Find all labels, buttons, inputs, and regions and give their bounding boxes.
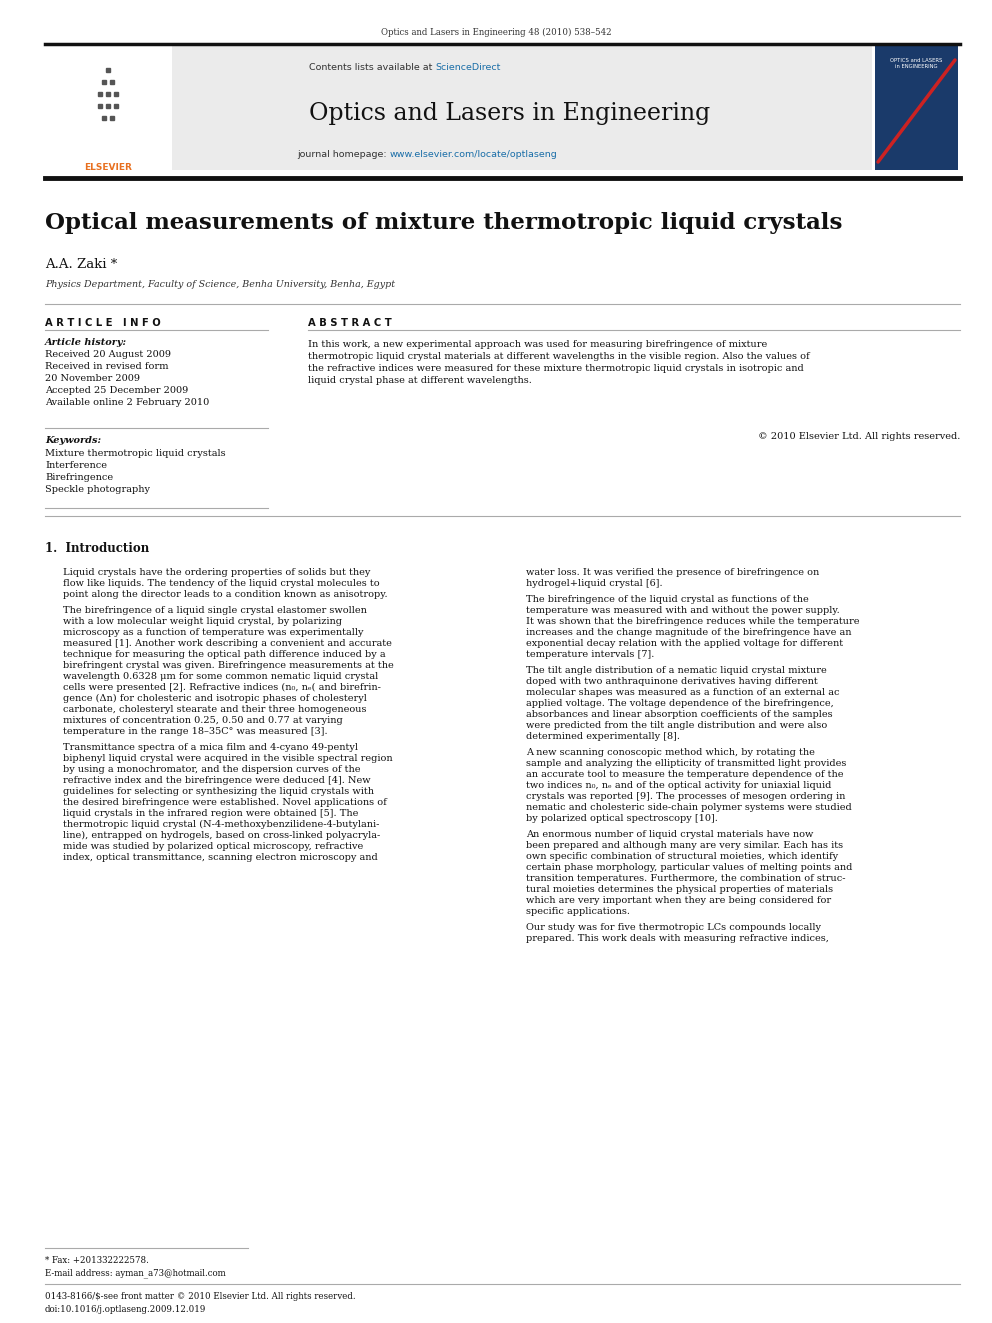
Text: doi:10.1016/j.optlaseng.2009.12.019: doi:10.1016/j.optlaseng.2009.12.019 <box>45 1304 206 1314</box>
Text: certain phase morphology, particular values of melting points and: certain phase morphology, particular val… <box>526 863 852 872</box>
Text: index, optical transmittance, scanning electron microscopy and: index, optical transmittance, scanning e… <box>63 853 378 863</box>
Text: Received in revised form: Received in revised form <box>45 363 169 370</box>
Text: temperature was measured with and without the power supply.: temperature was measured with and withou… <box>526 606 840 615</box>
Text: 20 November 2009: 20 November 2009 <box>45 374 140 382</box>
Text: www.elsevier.com/locate/optlaseng: www.elsevier.com/locate/optlaseng <box>390 149 558 159</box>
Text: exponential decay relation with the applied voltage for different: exponential decay relation with the appl… <box>526 639 843 648</box>
Text: Received 20 August 2009: Received 20 August 2009 <box>45 351 171 359</box>
Bar <box>875 45 958 169</box>
Text: the refractive indices were measured for these mixture thermotropic liquid cryst: the refractive indices were measured for… <box>308 364 804 373</box>
Text: It was shown that the birefringence reduces while the temperature: It was shown that the birefringence redu… <box>526 617 859 626</box>
Text: Interference: Interference <box>45 460 107 470</box>
Text: ELSEVIER: ELSEVIER <box>84 163 132 172</box>
Text: Birefringence: Birefringence <box>45 474 113 482</box>
Text: liquid crystal phase at different wavelengths.: liquid crystal phase at different wavele… <box>308 376 532 385</box>
Text: flow like liquids. The tendency of the liquid crystal molecules to: flow like liquids. The tendency of the l… <box>63 579 380 587</box>
Text: An enormous number of liquid crystal materials have now: An enormous number of liquid crystal mat… <box>526 830 813 839</box>
Text: nematic and cholesteric side-chain polymer systems were studied: nematic and cholesteric side-chain polym… <box>526 803 852 812</box>
Text: technique for measuring the optical path difference induced by a: technique for measuring the optical path… <box>63 650 386 659</box>
Text: The birefringence of the liquid crystal as functions of the: The birefringence of the liquid crystal … <box>526 595 808 605</box>
Text: doped with two anthraquinone derivatives having different: doped with two anthraquinone derivatives… <box>526 677 817 687</box>
Text: line), entrapped on hydrogels, based on cross-linked polyacryla-: line), entrapped on hydrogels, based on … <box>63 831 380 840</box>
Text: Speckle photography: Speckle photography <box>45 486 150 493</box>
Text: carbonate, cholesteryl stearate and their three homogeneous: carbonate, cholesteryl stearate and thei… <box>63 705 366 714</box>
Text: Our study was for five thermotropic LCs compounds locally: Our study was for five thermotropic LCs … <box>526 923 821 931</box>
Text: by polarized optical spectroscopy [10].: by polarized optical spectroscopy [10]. <box>526 814 718 823</box>
Text: Accepted 25 December 2009: Accepted 25 December 2009 <box>45 386 188 396</box>
Text: applied voltage. The voltage dependence of the birefringence,: applied voltage. The voltage dependence … <box>526 699 833 708</box>
Text: temperature in the range 18–35C° was measured [3].: temperature in the range 18–35C° was mea… <box>63 728 327 736</box>
Text: determined experimentally [8].: determined experimentally [8]. <box>526 732 680 741</box>
Text: journal homepage:: journal homepage: <box>298 149 390 159</box>
Text: were predicted from the tilt angle distribution and were also: were predicted from the tilt angle distr… <box>526 721 827 730</box>
Text: measured [1]. Another work describing a convenient and accurate: measured [1]. Another work describing a … <box>63 639 392 648</box>
Text: OPTICS and LASERS
in ENGINEERING: OPTICS and LASERS in ENGINEERING <box>890 58 942 69</box>
Text: the desired birefringence were established. Novel applications of: the desired birefringence were establish… <box>63 798 387 807</box>
Text: Transmittance spectra of a mica film and 4-cyano 49-pentyl: Transmittance spectra of a mica film and… <box>63 744 358 751</box>
Text: 1.  Introduction: 1. Introduction <box>45 542 149 556</box>
Text: thermotropic liquid crystal (N-4-methoxybenzilidene-4-butylani-: thermotropic liquid crystal (N-4-methoxy… <box>63 820 379 830</box>
Text: Physics Department, Faculty of Science, Benha University, Benha, Egypt: Physics Department, Faculty of Science, … <box>45 280 395 288</box>
Text: The birefringence of a liquid single crystal elastomer swollen: The birefringence of a liquid single cry… <box>63 606 367 615</box>
Text: birefringent crystal was given. Birefringence measurements at the: birefringent crystal was given. Birefrin… <box>63 662 394 669</box>
Text: by using a monochromator, and the dispersion curves of the: by using a monochromator, and the disper… <box>63 765 360 774</box>
Text: Contents lists available at: Contents lists available at <box>309 64 435 71</box>
Text: gence (Δn) for cholesteric and isotropic phases of cholesteryl: gence (Δn) for cholesteric and isotropic… <box>63 695 367 703</box>
Text: Mixture thermotropic liquid crystals: Mixture thermotropic liquid crystals <box>45 448 225 458</box>
Text: Available online 2 February 2010: Available online 2 February 2010 <box>45 398 209 407</box>
Text: mixtures of concentration 0.25, 0.50 and 0.77 at varying: mixtures of concentration 0.25, 0.50 and… <box>63 716 343 725</box>
Text: wavelength 0.6328 μm for some common nematic liquid crystal: wavelength 0.6328 μm for some common nem… <box>63 672 378 681</box>
Text: crystals was reported [9]. The processes of mesogen ordering in: crystals was reported [9]. The processes… <box>526 792 845 800</box>
Text: ScienceDirect: ScienceDirect <box>435 64 500 71</box>
Bar <box>44 45 172 169</box>
Text: water loss. It was verified the presence of birefringence on: water loss. It was verified the presence… <box>526 568 819 577</box>
Text: temperature intervals [7].: temperature intervals [7]. <box>526 650 655 659</box>
Text: with a low molecular weight liquid crystal, by polarizing: with a low molecular weight liquid cryst… <box>63 617 342 626</box>
Text: Keywords:: Keywords: <box>45 437 101 445</box>
Text: The tilt angle distribution of a nematic liquid crystal mixture: The tilt angle distribution of a nematic… <box>526 665 826 675</box>
Text: guidelines for selecting or synthesizing the liquid crystals with: guidelines for selecting or synthesizing… <box>63 787 374 796</box>
Text: A new scanning conoscopic method which, by rotating the: A new scanning conoscopic method which, … <box>526 747 814 757</box>
Text: refractive index and the birefringence were deduced [4]. New: refractive index and the birefringence w… <box>63 777 371 785</box>
Text: two indices n₀, nₑ and of the optical activity for uniaxial liquid: two indices n₀, nₑ and of the optical ac… <box>526 781 831 790</box>
Bar <box>172 45 872 169</box>
Text: thermotropic liquid crystal materials at different wavelengths in the visible re: thermotropic liquid crystal materials at… <box>308 352 809 361</box>
Text: Optics and Lasers in Engineering 48 (2010) 538–542: Optics and Lasers in Engineering 48 (201… <box>381 28 611 37</box>
Text: hydrogel+liquid crystal [6].: hydrogel+liquid crystal [6]. <box>526 579 663 587</box>
Text: transition temperatures. Furthermore, the combination of struc-: transition temperatures. Furthermore, th… <box>526 875 845 882</box>
Text: A R T I C L E   I N F O: A R T I C L E I N F O <box>45 318 161 328</box>
Text: been prepared and although many are very similar. Each has its: been prepared and although many are very… <box>526 841 843 849</box>
Text: an accurate tool to measure the temperature dependence of the: an accurate tool to measure the temperat… <box>526 770 843 779</box>
Text: microscopy as a function of temperature was experimentally: microscopy as a function of temperature … <box>63 628 363 636</box>
Text: liquid crystals in the infrared region were obtained [5]. The: liquid crystals in the infrared region w… <box>63 808 358 818</box>
Text: A B S T R A C T: A B S T R A C T <box>308 318 392 328</box>
Text: Optics and Lasers in Engineering: Optics and Lasers in Engineering <box>310 102 710 124</box>
Text: A.A. Zaki *: A.A. Zaki * <box>45 258 117 271</box>
Text: specific applications.: specific applications. <box>526 908 630 916</box>
Text: In this work, a new experimental approach was used for measuring birefringence o: In this work, a new experimental approac… <box>308 340 767 349</box>
Text: Article history:: Article history: <box>45 337 127 347</box>
Text: E-mail address: ayman_a73@hotmail.com: E-mail address: ayman_a73@hotmail.com <box>45 1267 226 1278</box>
Text: own specific combination of structural moieties, which identify: own specific combination of structural m… <box>526 852 838 861</box>
Text: molecular shapes was measured as a function of an external ac: molecular shapes was measured as a funct… <box>526 688 839 697</box>
Text: © 2010 Elsevier Ltd. All rights reserved.: © 2010 Elsevier Ltd. All rights reserved… <box>758 433 960 441</box>
Text: which are very important when they are being considered for: which are very important when they are b… <box>526 896 831 905</box>
Text: mide was studied by polarized optical microscopy, refractive: mide was studied by polarized optical mi… <box>63 841 363 851</box>
Text: Optical measurements of mixture thermotropic liquid crystals: Optical measurements of mixture thermotr… <box>45 212 842 234</box>
Text: 0143-8166/$-see front matter © 2010 Elsevier Ltd. All rights reserved.: 0143-8166/$-see front matter © 2010 Else… <box>45 1293 355 1301</box>
Text: sample and analyzing the ellipticity of transmitted light provides: sample and analyzing the ellipticity of … <box>526 759 846 767</box>
Text: cells were presented [2]. Refractive indices (n₀, nₑ( and birefrin-: cells were presented [2]. Refractive ind… <box>63 683 381 692</box>
Text: point along the director leads to a condition known as anisotropy.: point along the director leads to a cond… <box>63 590 388 599</box>
Text: * Fax: +201332222578.: * Fax: +201332222578. <box>45 1256 149 1265</box>
Text: Liquid crystals have the ordering properties of solids but they: Liquid crystals have the ordering proper… <box>63 568 370 577</box>
Text: tural moieties determines the physical properties of materials: tural moieties determines the physical p… <box>526 885 833 894</box>
Text: absorbances and linear absorption coefficients of the samples: absorbances and linear absorption coeffi… <box>526 710 832 718</box>
Text: biphenyl liquid crystal were acquired in the visible spectral region: biphenyl liquid crystal were acquired in… <box>63 754 393 763</box>
Text: increases and the change magnitude of the birefringence have an: increases and the change magnitude of th… <box>526 628 851 636</box>
Text: prepared. This work deals with measuring refractive indices,: prepared. This work deals with measuring… <box>526 934 829 943</box>
